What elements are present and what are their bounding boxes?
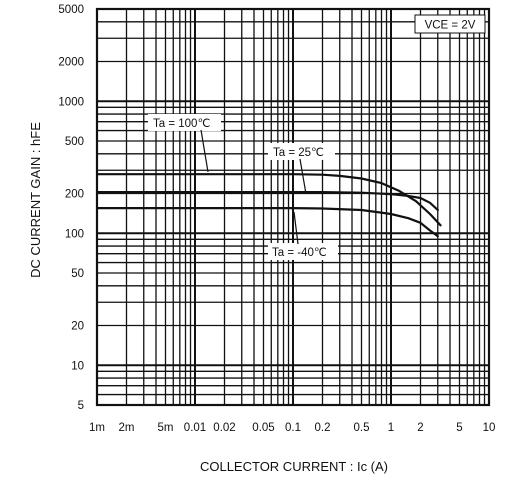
series-leader-m40: [293, 211, 299, 245]
condition-label: VCE = 2V: [425, 20, 476, 32]
series-line-0: [95, 173, 442, 227]
x-tick-label: 1m: [89, 422, 105, 434]
condition-box: [414, 14, 486, 34]
y-tick-label: 20: [71, 321, 84, 333]
x-tick-label: 1: [388, 422, 394, 434]
x-tick-label: 0.05: [252, 422, 274, 434]
y-tick-label: 10: [71, 360, 84, 372]
tick-labels: 1m 2m 5m 0.01 0.02 0.05 0.1 0.2 0.5 1 2 5 10 5 10 20 50 1…: [58, 4, 495, 434]
x-tick-label: 5: [456, 422, 462, 434]
y-tick-label: 1000: [58, 96, 84, 108]
y-tick-label: 5: [78, 400, 84, 412]
series-group: [95, 173, 442, 238]
x-tick-label: 2: [417, 422, 423, 434]
x-tick-label: 0.5: [353, 422, 369, 434]
x-tick-label: 0.2: [315, 422, 331, 434]
x-tick-label: 10: [483, 422, 496, 434]
series-label-25: Ta = 25℃: [273, 147, 324, 159]
series-label-m40: Ta = -40℃: [272, 247, 327, 259]
y-tick-label: 5000: [58, 4, 84, 16]
x-tick-label: 2m: [119, 422, 135, 434]
series-leader-100: [200, 129, 209, 173]
y-tick-label: 200: [65, 189, 84, 201]
y-tick-label: 50: [71, 268, 84, 280]
series-line-1: [95, 191, 439, 212]
y-tick-label: 100: [65, 228, 84, 240]
y-tick-label: 500: [65, 136, 84, 148]
series-leader-25: [299, 158, 307, 195]
series-line-2: [95, 207, 439, 238]
y-tick-label: 2000: [58, 57, 84, 69]
x-tick-label: 0.1: [285, 422, 301, 434]
x-tick-label: 0.01: [184, 422, 206, 434]
series-label-box-100: [148, 114, 221, 131]
x-tick-label: 5m: [158, 422, 174, 434]
series-label-box-m40: [268, 243, 338, 260]
series-label-100: Ta = 100℃: [153, 118, 210, 130]
x-tick-label: 0.02: [213, 422, 235, 434]
y-axis-title: DC CURRENT GAIN : hFE: [28, 122, 43, 278]
series-label-box-25: [268, 143, 335, 160]
x-axis-title: COLLECTOR CURRENT : Ic (A): [200, 459, 388, 474]
